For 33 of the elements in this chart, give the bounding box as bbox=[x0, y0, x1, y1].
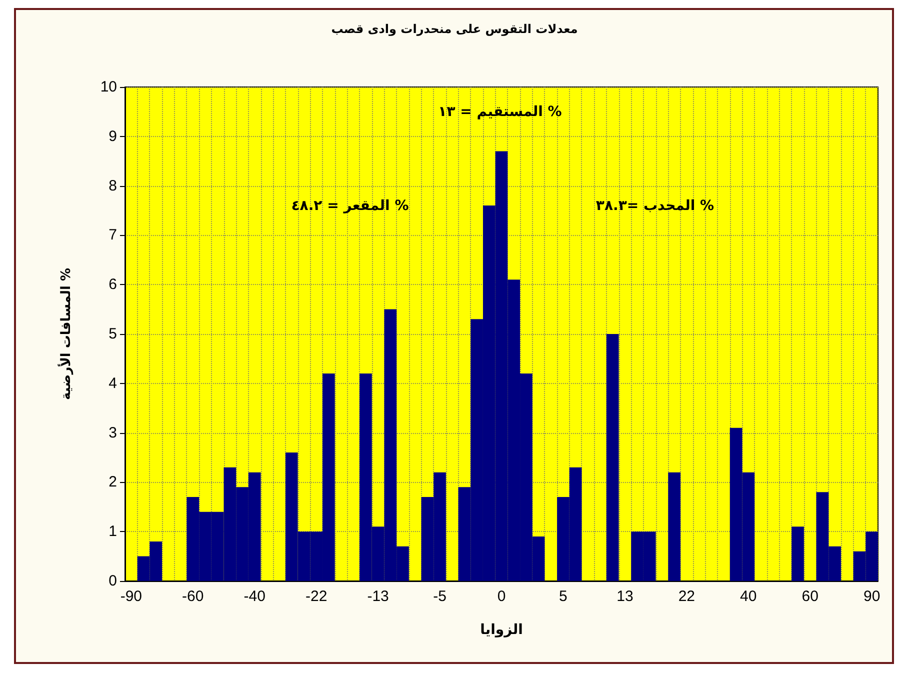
bar bbox=[606, 334, 619, 581]
y-axis-title: المسافات الأرضية % bbox=[57, 268, 74, 400]
y-tick-label: 1 bbox=[108, 523, 117, 540]
x-tick-label: -13 bbox=[367, 588, 389, 605]
chart-title: معدلات التقوس على منحدرات وادى قصب bbox=[331, 22, 578, 36]
x-tick-label: -5 bbox=[433, 588, 446, 605]
x-tick-label: 22 bbox=[678, 588, 696, 605]
x-tick-label: 13 bbox=[616, 588, 634, 605]
x-tick-label: -60 bbox=[182, 588, 204, 605]
y-tick-label: 4 bbox=[108, 374, 117, 392]
x-tick-label: 60 bbox=[802, 588, 818, 605]
y-tick-label: 0 bbox=[108, 572, 117, 590]
y-tick-label: 6 bbox=[108, 276, 117, 294]
y-tick-label: 5 bbox=[108, 326, 117, 342]
annotation: المحدب =٣٨.٣ % bbox=[596, 198, 714, 214]
x-axis-title: الزوايا bbox=[480, 622, 523, 638]
x-tick-label: 90 bbox=[863, 588, 880, 605]
y-tick-label: 9 bbox=[108, 128, 117, 145]
x-tick-label: -40 bbox=[244, 588, 266, 605]
y-tick-label: 10 bbox=[100, 78, 117, 96]
annotation: المقعر = ٤٨.٢ % bbox=[291, 198, 409, 214]
bar bbox=[792, 526, 804, 581]
x-tick-label: 40 bbox=[740, 588, 757, 605]
y-tick-label: 8 bbox=[108, 177, 117, 194]
x-tick-label: -22 bbox=[305, 588, 328, 605]
annotation: المستقيم = ١٣ % bbox=[438, 104, 562, 120]
y-tick-label: 3 bbox=[108, 424, 117, 442]
x-tick-label: 0 bbox=[497, 588, 506, 605]
y-tick-label: 2 bbox=[108, 474, 117, 491]
x-tick-label: 5 bbox=[559, 588, 568, 605]
y-tick-label: 7 bbox=[108, 226, 117, 244]
x-tick-label: -90 bbox=[120, 588, 142, 605]
bar bbox=[668, 472, 680, 581]
